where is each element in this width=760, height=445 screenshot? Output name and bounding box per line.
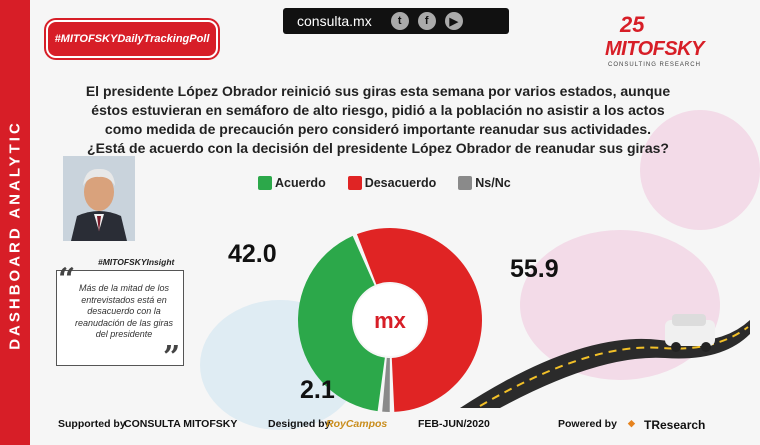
road-illustration <box>460 314 750 408</box>
donut-center-logo-icon: mx <box>374 308 407 333</box>
sidebar-label: DASHBOARD ANALYTIC <box>6 120 24 350</box>
mitofsky-logo: 25 MITOFSKY CONSULTING RESEARCH <box>600 12 710 74</box>
logo-anniversary: 25 <box>620 12 645 37</box>
value-label-nsnc: 2.1 <box>300 376 335 404</box>
insight-quote-box <box>56 270 184 366</box>
donut-chart: mx <box>298 228 482 412</box>
footer-designed-value: RoyCampos <box>326 418 388 430</box>
question-prompt: ¿Está de acuerdo con la decisión del pre… <box>87 140 669 156</box>
chart-legend: Acuerdo Desacuerdo Ns/Nc <box>258 176 511 190</box>
close-quote-icon: ” <box>163 340 181 375</box>
footer-date: FEB-JUN/2020 <box>418 418 490 430</box>
background-splash <box>640 110 760 230</box>
logo-tagline: CONSULTING RESEARCH <box>608 62 701 68</box>
legend-item-acuerdo: Acuerdo <box>258 176 326 190</box>
logo-name: MITOFSKY <box>605 38 704 60</box>
insight-tag: #MITOFSKYInsight <box>98 257 175 267</box>
social-bar: consulta.mx t f ▶ <box>283 8 509 34</box>
value-label-desacuerdo: 55.9 <box>510 255 559 283</box>
legend-item-desacuerdo: Desacuerdo <box>347 176 437 190</box>
legend-swatch <box>458 176 473 190</box>
question-block: El presidente López Obrador reinició sus… <box>78 82 678 158</box>
footer-supported-label: Supported by <box>58 418 126 430</box>
footer-powered-label: Powered by <box>558 418 617 430</box>
site-link[interactable]: consulta.mx <box>297 13 372 29</box>
hashtag-badge: #MITOFSKYDailyTrackingPoll <box>46 20 218 58</box>
legend-item-nsnc: Ns/Nc <box>458 176 511 190</box>
facebook-icon[interactable]: f <box>417 12 436 30</box>
question-context: El presidente López Obrador reinició sus… <box>85 83 671 137</box>
twitter-icon[interactable]: t <box>390 12 409 30</box>
youtube-icon[interactable]: ▶ <box>444 12 463 30</box>
footer-powered-value: TResearch <box>644 418 706 432</box>
donut-slice-nsnc <box>382 357 390 412</box>
legend-label: Desacuerdo <box>364 176 437 190</box>
donut-slice-acuerdo <box>298 235 385 412</box>
open-quote-icon: “ <box>58 262 76 297</box>
donut-hole <box>354 284 426 356</box>
tresearch-logo-icon: ◆ <box>628 418 635 428</box>
legend-swatch <box>347 176 362 190</box>
insight-text: Más de la mitad de los entrevistados est… <box>74 283 174 339</box>
footer-supported-value: CONSULTA MITOFSKY <box>124 418 238 430</box>
footer-designed-label: Designed by <box>268 418 331 430</box>
legend-swatch <box>258 176 272 190</box>
legend-label: Acuerdo <box>275 176 326 190</box>
value-label-acuerdo: 42.0 <box>228 240 277 268</box>
sidebar-band: DASHBOARD ANALYTIC <box>0 0 30 445</box>
legend-label: Ns/Nc <box>475 176 511 190</box>
president-portrait <box>63 156 135 241</box>
donut-slice-desacuerdo <box>356 228 482 412</box>
